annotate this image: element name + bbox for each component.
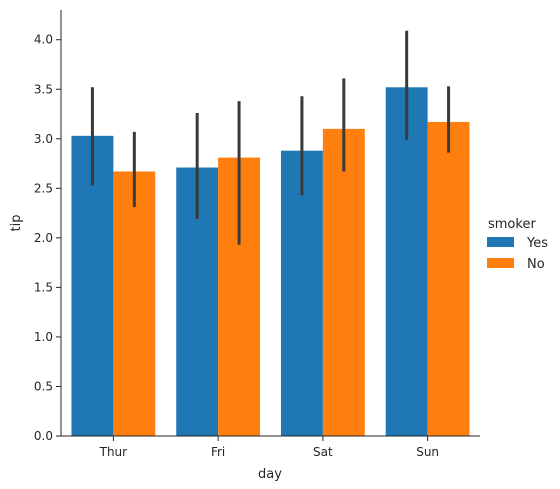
y-tick-label: 3.5 bbox=[34, 82, 53, 96]
y-tick-label: 4.0 bbox=[34, 33, 53, 47]
x-tick-label: Fri bbox=[211, 445, 225, 459]
bar-yes-sat bbox=[280, 150, 323, 436]
bar-yes-thur bbox=[71, 135, 114, 436]
bar-no-thur bbox=[113, 171, 156, 437]
bar-yes-sun bbox=[385, 87, 428, 437]
x-tick-label: Sun bbox=[416, 445, 439, 459]
y-tick-label: 1.0 bbox=[34, 330, 53, 344]
legend-label-yes: Yes bbox=[526, 236, 548, 251]
axes-group bbox=[60, 10, 480, 437]
bar-no-sat bbox=[322, 128, 365, 436]
legend: smoker Yes No bbox=[487, 217, 548, 272]
bar-no-sun bbox=[427, 121, 470, 436]
y-ticks-group: 0.0 0.5 1.0 1.5 2.0 2.5 3.0 3.5 4.0 bbox=[34, 33, 61, 443]
y-tick-label: 2.0 bbox=[34, 231, 53, 245]
x-tick-label: Thur bbox=[99, 445, 128, 459]
x-tick-label: Sat bbox=[313, 445, 333, 459]
y-tick-label: 2.5 bbox=[34, 181, 53, 195]
x-axis-label: day bbox=[258, 467, 282, 482]
legend-title: smoker bbox=[488, 217, 536, 232]
legend-swatch-no bbox=[487, 258, 514, 268]
x-ticks-group: Thur Fri Sat Sun bbox=[99, 436, 439, 459]
y-tick-label: 0.0 bbox=[34, 429, 53, 443]
bars-group bbox=[71, 87, 470, 437]
y-tick-label: 3.0 bbox=[34, 132, 53, 146]
y-tick-label: 0.5 bbox=[34, 379, 53, 393]
y-tick-label: 1.5 bbox=[34, 280, 53, 294]
y-axis-label: tip bbox=[9, 215, 24, 232]
legend-swatch-yes bbox=[487, 237, 514, 247]
legend-label-no: No bbox=[527, 257, 545, 272]
error-bars-group bbox=[90, 30, 451, 245]
